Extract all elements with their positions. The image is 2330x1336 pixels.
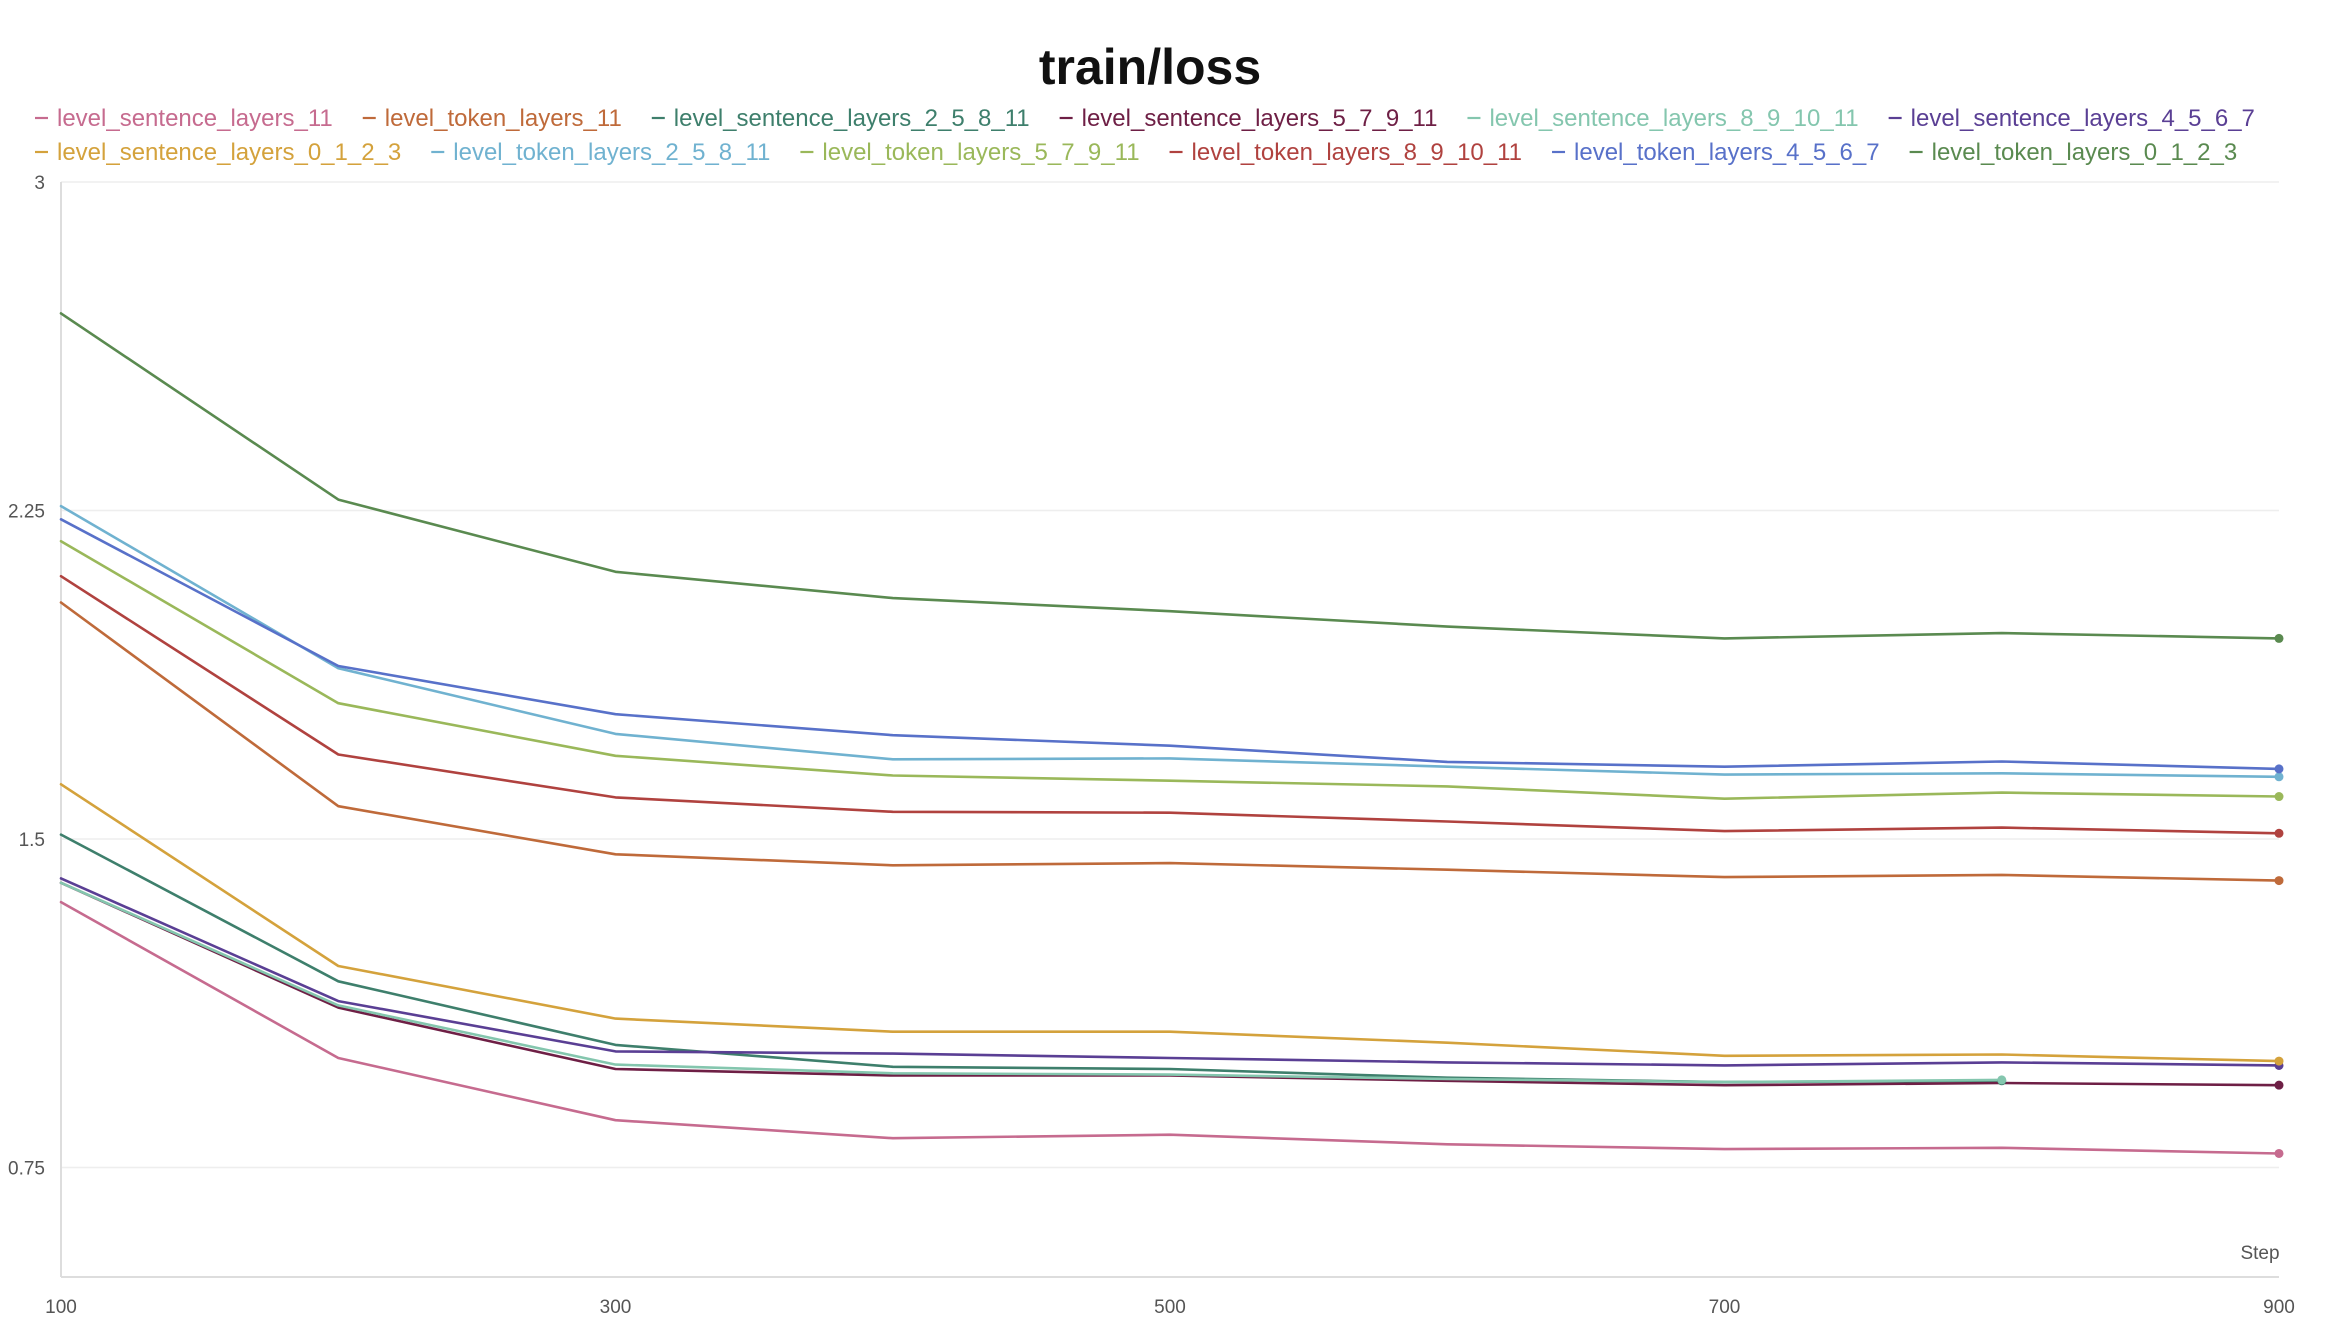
y-tick-label: 2.25 — [8, 502, 45, 523]
legend-item[interactable]: level_token_layers_0_1_2_3 — [1909, 139, 2238, 166]
x-ticks: 100 300 500 700 900 — [45, 1297, 2295, 1318]
series-end-point[interactable] — [1997, 1075, 2007, 1085]
series-line[interactable] — [59, 782, 2281, 1063]
legend-label: level_token_layers_11 — [385, 105, 622, 132]
series-line[interactable] — [59, 574, 2281, 835]
legend-label: level_sentence_layers_8_9_10_11 — [1489, 105, 1858, 132]
legend-item[interactable]: level_sentence_layers_11 — [35, 105, 333, 132]
legend-item[interactable]: level_token_layers_2_5_8_11 — [431, 139, 770, 166]
series-end-point[interactable] — [2274, 633, 2284, 643]
legend-item[interactable]: level_token_layers_11 — [362, 105, 622, 132]
series-end-markers — [1997, 633, 2284, 1158]
series-line[interactable] — [59, 312, 2281, 640]
chart-title: train/loss — [1039, 39, 1261, 95]
legend-label: level_sentence_layers_0_1_2_3 — [57, 139, 401, 166]
legend-item[interactable]: level_sentence_layers_2_5_8_11 — [651, 105, 1030, 132]
x-tick-label: 900 — [2263, 1297, 2295, 1318]
series-lines — [59, 312, 2281, 1155]
series-line[interactable] — [59, 833, 2004, 1084]
legend-label: level_token_layers_2_5_8_11 — [453, 139, 770, 166]
y-tick-label: 1.5 — [19, 830, 45, 851]
x-tick-label: 500 — [1154, 1297, 1186, 1318]
legend-item[interactable]: level_sentence_layers_4_5_6_7 — [1888, 105, 2255, 132]
legend-label: level_token_layers_0_1_2_3 — [1932, 139, 2238, 166]
series-end-point[interactable] — [2274, 828, 2284, 838]
legend-label: level_sentence_layers_5_7_9_11 — [1082, 105, 1438, 132]
axes: Step — [60, 182, 2280, 1278]
series-line[interactable] — [59, 877, 2281, 1067]
series-end-point[interactable] — [2274, 764, 2284, 774]
series-end-point[interactable] — [2274, 792, 2284, 802]
legend-item[interactable]: level_token_layers_5_7_9_11 — [800, 139, 1140, 166]
series-line[interactable] — [59, 539, 2281, 801]
legend-label: level_token_layers_8_9_10_11 — [1192, 139, 1522, 166]
legend-item[interactable]: level_sentence_layers_5_7_9_11 — [1059, 105, 1438, 132]
legend-label: level_token_layers_5_7_9_11 — [822, 139, 1139, 166]
series-line[interactable] — [59, 504, 2281, 779]
legend-item[interactable]: level_token_layers_4_5_6_7 — [1552, 139, 1880, 166]
legend-item[interactable]: level_sentence_layers_0_1_2_3 — [35, 139, 401, 166]
legend-item[interactable]: level_sentence_layers_8_9_10_11 — [1467, 105, 1859, 132]
series-end-point[interactable] — [2274, 1148, 2284, 1158]
series-line[interactable] — [59, 601, 2281, 882]
series-end-point[interactable] — [2274, 772, 2284, 782]
x-tick-label: 300 — [600, 1297, 632, 1318]
legend-label: level_token_layers_4_5_6_7 — [1574, 139, 1880, 166]
x-tick-label: 100 — [45, 1297, 77, 1318]
series-line[interactable] — [59, 881, 2004, 1084]
series-end-point[interactable] — [2274, 1056, 2284, 1066]
series-line[interactable] — [59, 517, 2281, 771]
x-axis-label: Step — [2240, 1243, 2279, 1264]
x-tick-label: 700 — [1709, 1297, 1741, 1318]
series-line[interactable] — [59, 900, 2281, 1155]
legend-label: level_sentence_layers_2_5_8_11 — [674, 105, 1030, 132]
gridlines — [61, 181, 2279, 1169]
legend: level_sentence_layers_11 level_token_laye… — [35, 105, 2255, 166]
y-tick-label: 3 — [34, 173, 45, 194]
series-end-point[interactable] — [2274, 876, 2284, 886]
y-tick-label: 0.75 — [8, 1159, 45, 1180]
y-ticks: 0.75 1.5 2.25 3 — [8, 173, 45, 1180]
legend-label: level_sentence_layers_4_5_6_7 — [1911, 105, 2255, 132]
legend-item[interactable]: level_token_layers_8_9_10_11 — [1169, 139, 1522, 166]
series-end-point[interactable] — [2274, 1080, 2284, 1090]
legend-label: level_sentence_layers_11 — [57, 105, 333, 132]
